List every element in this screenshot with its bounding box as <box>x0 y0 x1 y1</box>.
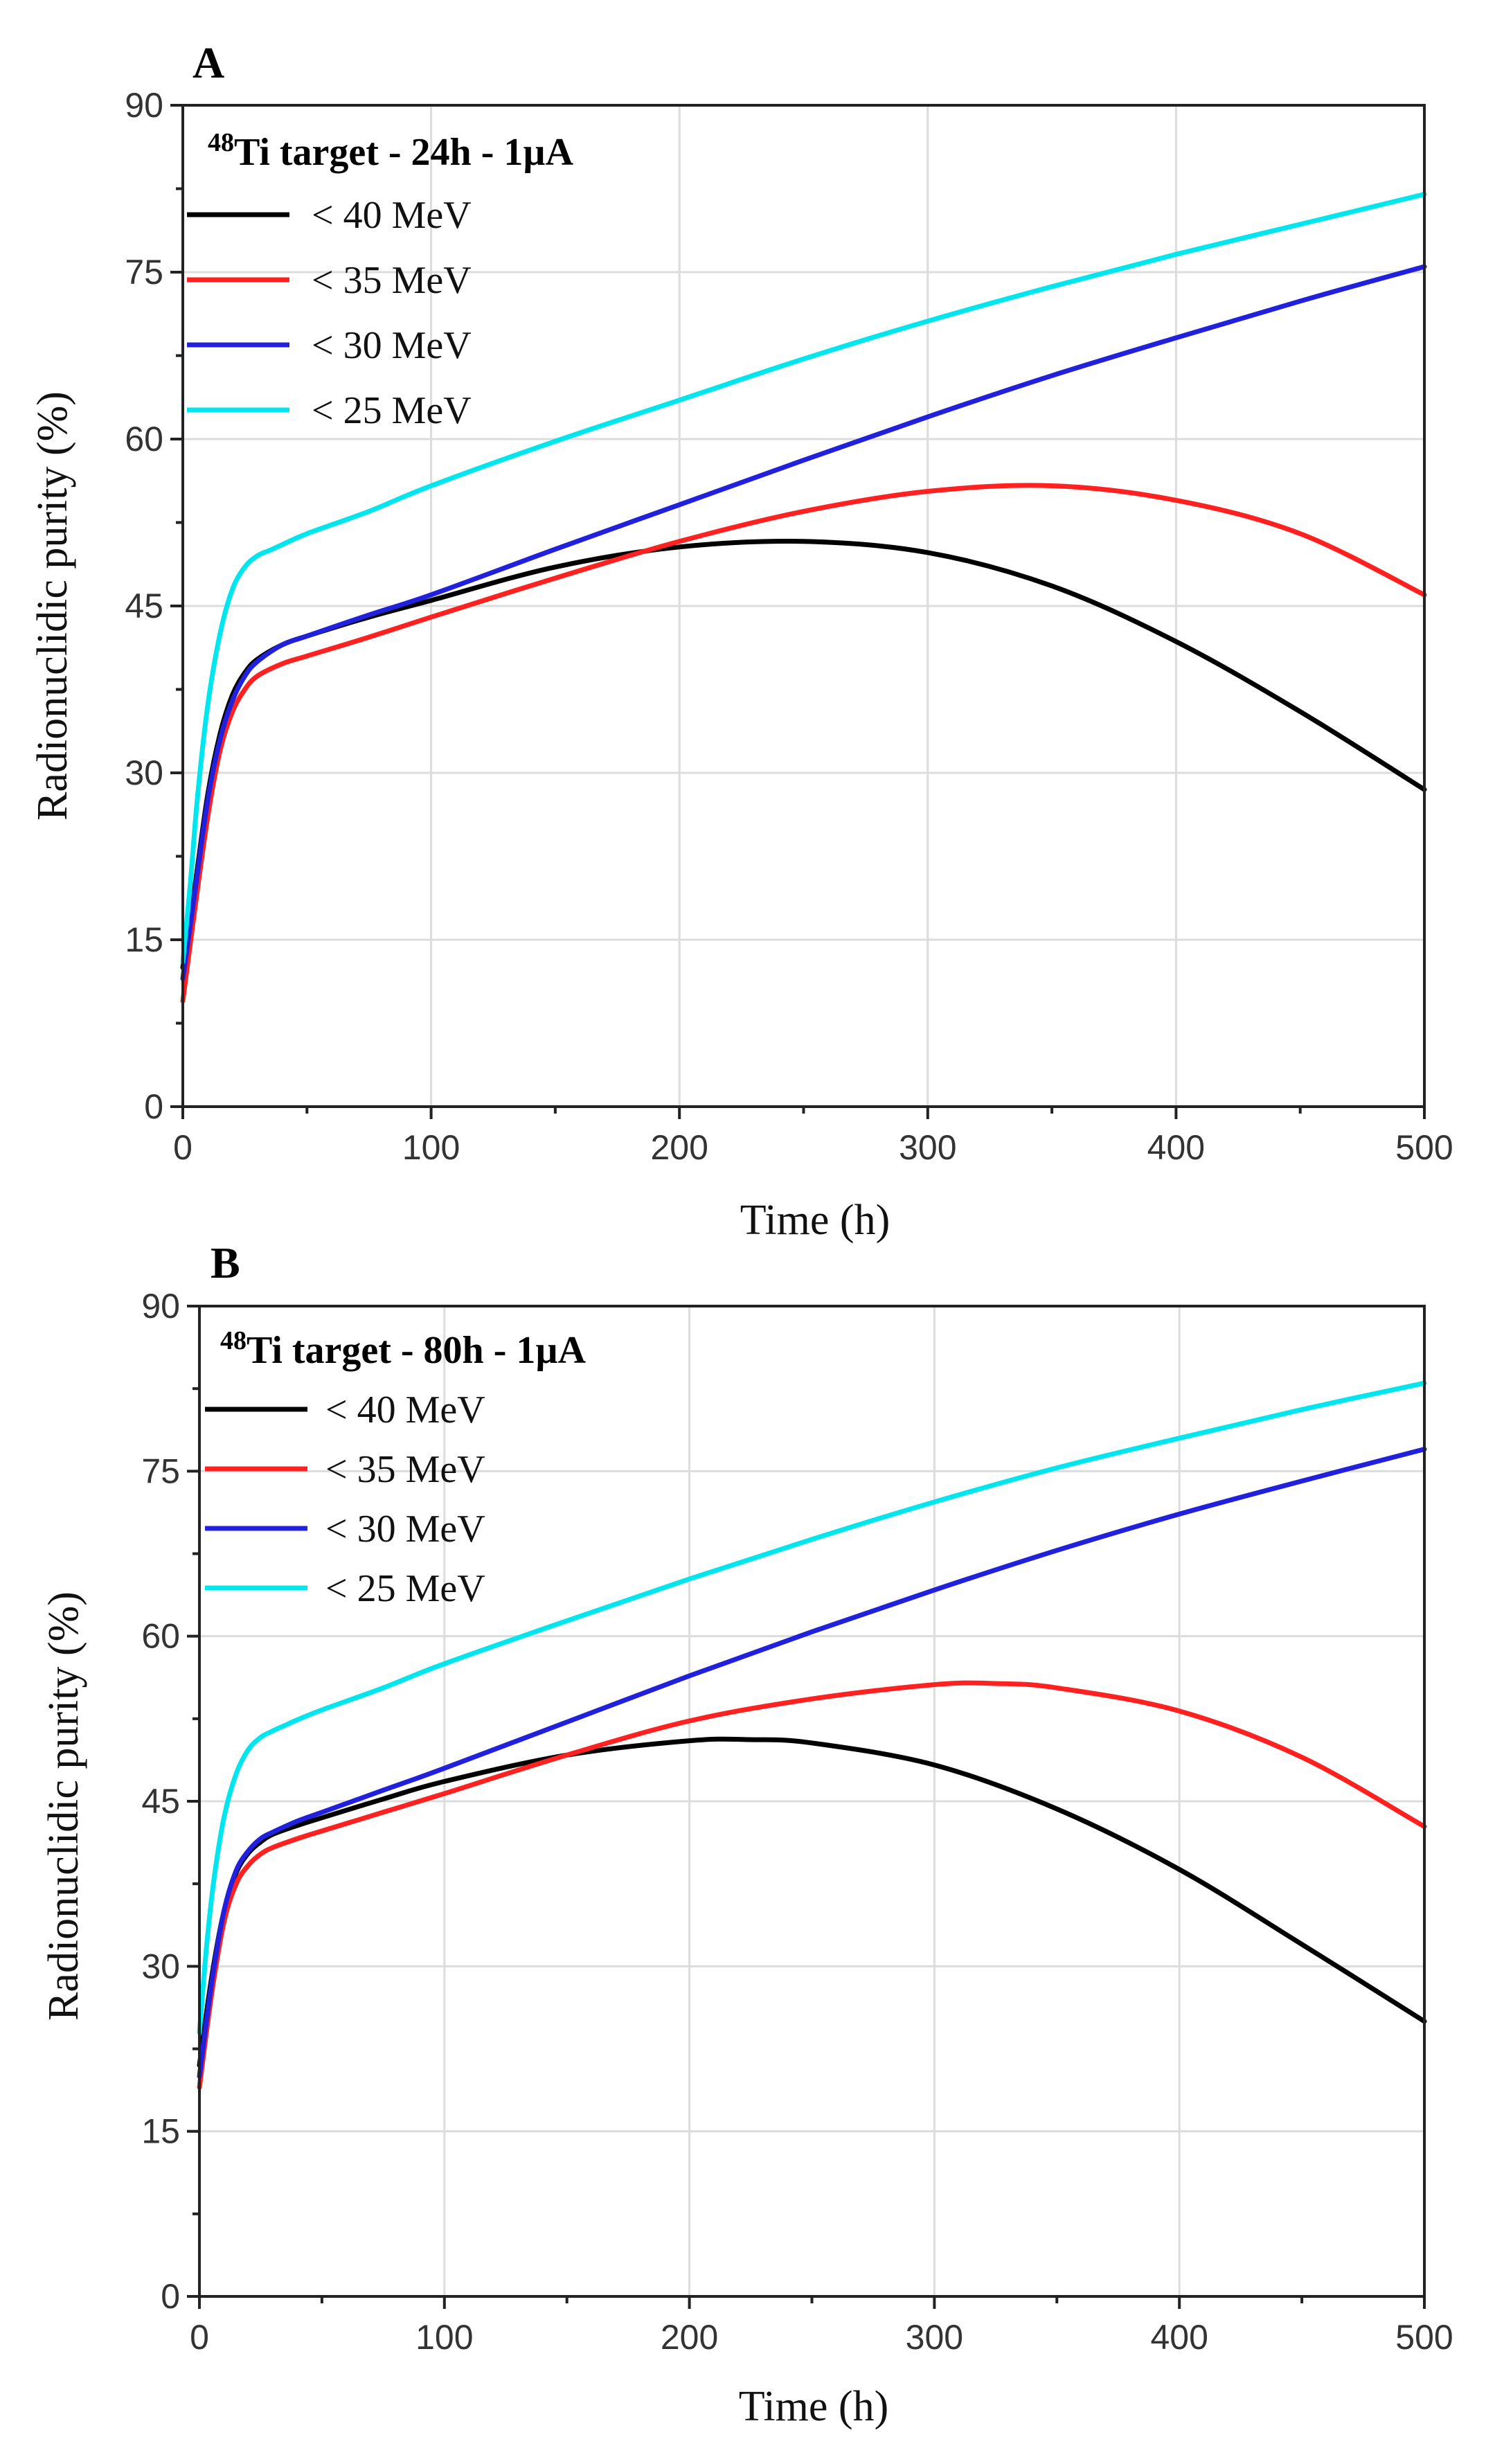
legend-label-25-mev: < 25 MeV <box>325 1567 485 1610</box>
y-tick-label: 0 <box>144 1087 163 1126</box>
legend-label-40-mev: < 40 MeV <box>312 194 472 237</box>
series-line-25-mev <box>180 192 1427 965</box>
panel-label: A <box>193 38 224 87</box>
legend-title-text: Ti target - 24h - 1µA <box>234 131 574 174</box>
x-tick-label: 0 <box>190 2318 209 2357</box>
chart-panel-b: B 0 100 200 300 400 500 0 15 30 45 60 75 90 48Ti tar… <box>40 1238 1453 2430</box>
x-tick-label: 300 <box>906 2318 963 2357</box>
series-line-30-mev <box>180 264 1427 981</box>
legend-title-superscript: 48 <box>208 128 234 157</box>
series-line-35-mev <box>180 483 1427 1003</box>
legend-label-40-mev: < 40 MeV <box>325 1389 485 1431</box>
legend-title-superscript: 48 <box>220 1326 247 1355</box>
y-tick-label: 30 <box>125 753 163 792</box>
x-tick-label: 200 <box>650 1128 708 1167</box>
legend: 48Ti target - 24h - 1µA < 40 MeV < 35 MeV… <box>187 128 574 432</box>
y-tick-label: 45 <box>125 587 163 625</box>
y-tick-label: 90 <box>125 86 163 125</box>
x-tick-label: 500 <box>1395 1128 1453 1167</box>
x-axis-title: Time (h) <box>740 1197 890 1244</box>
series-line-35-mev <box>197 1680 1427 2090</box>
panel-label: B <box>211 1238 240 1287</box>
x-tick-label: 400 <box>1150 2318 1208 2357</box>
legend-title: 48Ti target - 80h - 1µA <box>220 1326 587 1372</box>
y-axis-title: Radionuclidic purity (%) <box>40 1591 87 2021</box>
y-tick-label: 60 <box>125 420 163 458</box>
x-tick-label: 500 <box>1395 2318 1453 2357</box>
y-tick-label: 15 <box>141 2112 180 2151</box>
y-tick-label: 75 <box>125 253 163 292</box>
legend-label-30-mev: < 30 MeV <box>325 1508 485 1551</box>
y-tick-label: 15 <box>125 920 163 959</box>
x-tick-label: 100 <box>415 2318 473 2357</box>
series-line-30-mev <box>197 1447 1427 2079</box>
x-axis-title: Time (h) <box>739 2383 888 2430</box>
legend-label-35-mev: < 35 MeV <box>312 259 472 302</box>
legend-label-25-mev: < 25 MeV <box>312 389 472 432</box>
legend-title-text: Ti target - 80h - 1µA <box>247 1329 587 1372</box>
y-tick-label: 60 <box>141 1617 180 1656</box>
legend: 48Ti target - 80h - 1µA < 40 MeV < 35 MeV… <box>205 1326 587 1610</box>
x-tick-label: 400 <box>1147 1128 1205 1167</box>
series-line-25-mev <box>197 1380 1427 2035</box>
y-tick-label: 45 <box>141 1782 180 1821</box>
chart-panel-a: A 0 100 200 300 400 500 0 15 30 45 60 75 90 48Ti tar… <box>29 38 1453 1244</box>
x-tick-label: 200 <box>661 2318 718 2357</box>
y-tick-label: 30 <box>141 1947 180 1985</box>
y-tick-label: 0 <box>161 2277 180 2316</box>
legend-title: 48Ti target - 24h - 1µA <box>208 128 574 174</box>
legend-label-35-mev: < 35 MeV <box>325 1448 485 1491</box>
y-axis-title: Radionuclidic purity (%) <box>29 391 76 821</box>
x-tick-label: 300 <box>899 1128 956 1167</box>
x-tick-label: 100 <box>402 1128 460 1167</box>
x-tick-label: 0 <box>173 1128 193 1167</box>
legend-label-30-mev: < 30 MeV <box>312 324 472 367</box>
y-tick-label: 75 <box>141 1452 180 1490</box>
y-tick-label: 90 <box>141 1287 180 1325</box>
